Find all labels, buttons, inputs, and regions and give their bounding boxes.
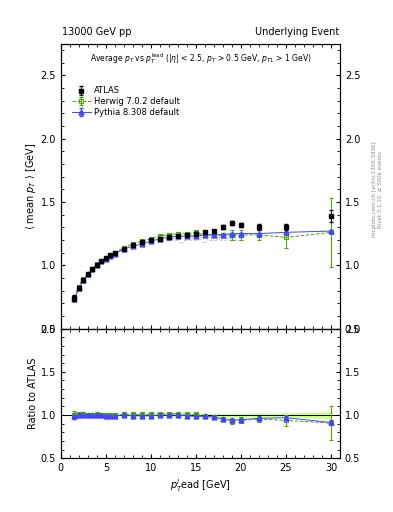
Y-axis label: $\langle$ mean $p_T$ $\rangle$ [GeV]: $\langle$ mean $p_T$ $\rangle$ [GeV]: [24, 142, 38, 230]
Text: Rivet 3.1.10, ≥ 500k events: Rivet 3.1.10, ≥ 500k events: [378, 151, 383, 228]
Text: ATLAS_2017_I1509919: ATLAS_2017_I1509919: [157, 233, 244, 242]
Text: mcplots.cern.ch [arXiv:1306.3436]: mcplots.cern.ch [arXiv:1306.3436]: [372, 142, 376, 237]
Y-axis label: Ratio to ATLAS: Ratio to ATLAS: [28, 358, 38, 429]
Text: 13000 GeV pp: 13000 GeV pp: [62, 27, 132, 37]
Text: Average $p_T$ vs $p_T^{\rm lead}$ ($|\eta|$ < 2.5, $p_T$ > 0.5 GeV, $p_{T1}$ > 1: Average $p_T$ vs $p_T^{\rm lead}$ ($|\et…: [90, 51, 311, 66]
X-axis label: $p_T^l$ead [GeV]: $p_T^l$ead [GeV]: [170, 477, 231, 494]
Legend: ATLAS, Herwig 7.0.2 default, Pythia 8.308 default: ATLAS, Herwig 7.0.2 default, Pythia 8.30…: [69, 83, 183, 120]
Text: Underlying Event: Underlying Event: [255, 27, 339, 37]
